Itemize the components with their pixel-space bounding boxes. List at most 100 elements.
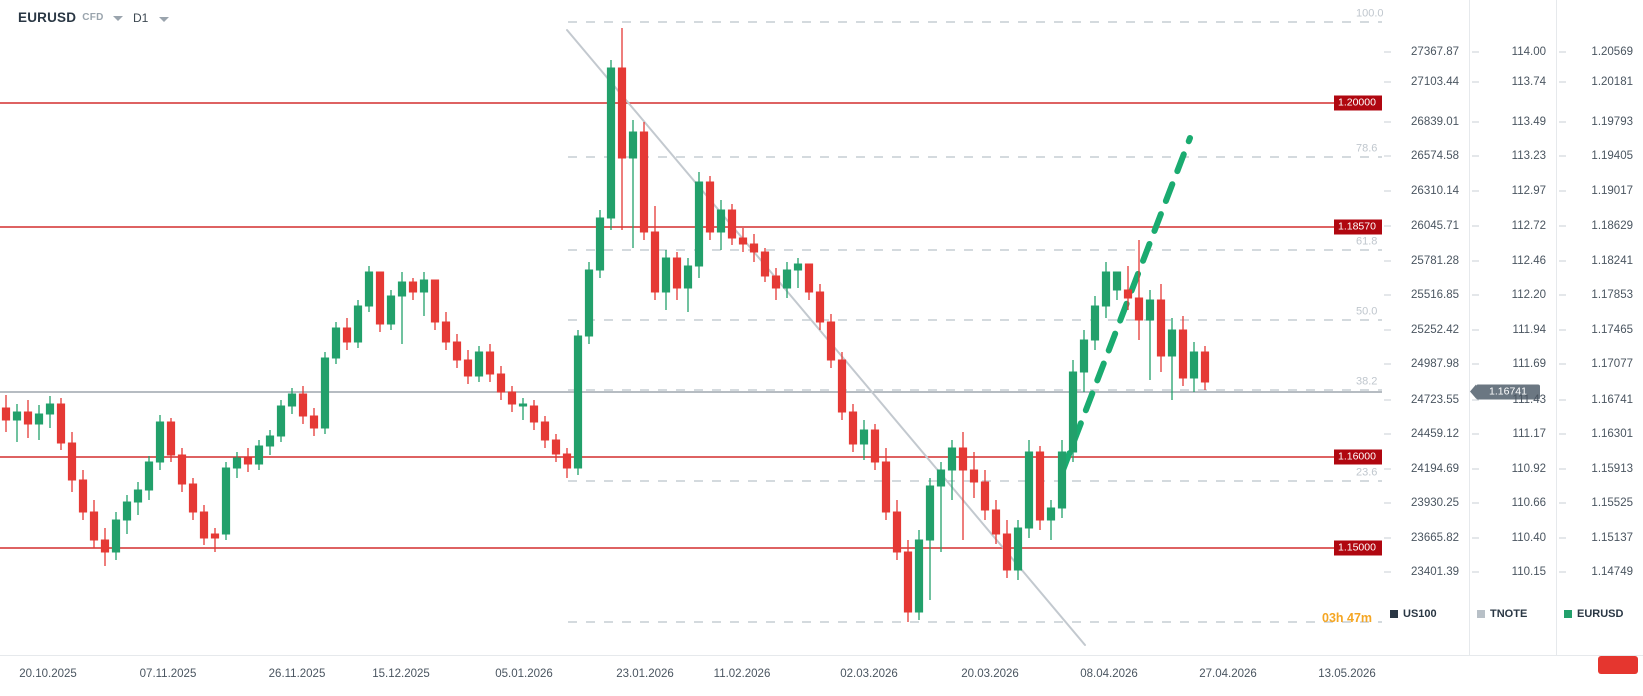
candlestick [441, 312, 451, 350]
price-tick-label: 1.15913 [1591, 463, 1633, 475]
candlestick [661, 250, 671, 310]
candlestick [507, 386, 517, 412]
price-tick-label: 24194.69 [1411, 463, 1459, 475]
price-tick-mark [1384, 81, 1391, 83]
price-alert-label[interactable]: 1.16000 [1334, 449, 1382, 465]
price-scale-us100[interactable]: 27367.87 27103.44 26839.01 26574.58 26310.14… [1382, 0, 1469, 655]
price-tick-mark [1559, 502, 1566, 504]
price-tick-mark [1472, 294, 1479, 296]
price-tick-mark [1384, 433, 1391, 435]
price-tick-label: 112.20 [1511, 289, 1546, 301]
legend-item-us100[interactable]: US100 [1390, 608, 1437, 620]
fib-level-label: 61.8 [1356, 235, 1378, 248]
candlestick [870, 424, 880, 470]
time-axis[interactable]: 20.10.2025 07.11.2025 26.11.2025 15.12.2025… [0, 655, 1643, 696]
price-tick-label: 110.15 [1511, 566, 1546, 578]
candlestick [452, 334, 462, 368]
price-scale-eurusd[interactable]: 1.20569 1.20181 1.19793 1.19405 1.19017 1.186… [1556, 0, 1643, 655]
candlestick [914, 530, 924, 620]
price-tick-mark [1472, 225, 1479, 227]
price-alert-label[interactable]: 1.20000 [1334, 95, 1382, 111]
price-alert-label[interactable]: 1.18570 [1334, 219, 1382, 235]
price-tick-label: 110.66 [1511, 497, 1546, 509]
price-tick-mark [1559, 329, 1566, 331]
candlestick [936, 462, 946, 552]
candlestick [1167, 318, 1177, 400]
price-tick-mark [1472, 502, 1479, 504]
price-tick-label: 24987.98 [1411, 358, 1459, 370]
chevron-down-icon[interactable] [159, 16, 170, 22]
price-tick-mark [1559, 225, 1566, 227]
chart-plot-area[interactable] [0, 0, 1382, 655]
price-tick-label: 24459.12 [1411, 428, 1459, 440]
candlestick [122, 495, 132, 534]
legend-color-swatch [1477, 610, 1485, 618]
price-tick-label: 1.15525 [1591, 497, 1633, 509]
price-tick-label: 110.40 [1511, 532, 1546, 544]
candlestick [342, 318, 352, 350]
price-tick-mark [1384, 155, 1391, 157]
candlestick [166, 418, 176, 462]
candlestick [1112, 271, 1122, 300]
price-tick-label: 1.15137 [1591, 532, 1633, 544]
candlestick [815, 284, 825, 330]
timeframe-selector[interactable]: D1 [133, 11, 170, 25]
price-tick-mark [1472, 433, 1479, 435]
candlestick [727, 204, 737, 245]
candlestick [1178, 316, 1188, 386]
candlestick [177, 448, 187, 492]
legend-item-eurusd[interactable]: EURUSD [1564, 608, 1623, 620]
candlestick [672, 252, 682, 300]
price-tick-label: 1.19405 [1591, 150, 1633, 162]
last-price-label: 1.16741 [1470, 384, 1540, 400]
legend-item-tnote[interactable]: TNOTE [1477, 608, 1527, 620]
price-tick-label: 26310.14 [1411, 185, 1459, 197]
time-axis-label: 07.11.2025 [139, 668, 197, 680]
price-tick-mark [1559, 155, 1566, 157]
candlestick [782, 262, 792, 298]
price-tick-label: 26045.71 [1411, 220, 1459, 232]
symbol-selector[interactable]: EURUSD CFD [18, 10, 123, 25]
candlestick [947, 440, 957, 500]
candlestick [12, 404, 22, 442]
legend-label: EURUSD [1577, 608, 1624, 620]
candlestick [254, 440, 264, 470]
candlestick [23, 400, 33, 438]
candlestick [529, 400, 539, 430]
sell-button[interactable] [1598, 656, 1638, 674]
candlestick [738, 228, 748, 252]
candlestick [496, 366, 506, 400]
candlestick [144, 456, 154, 500]
chevron-down-icon[interactable] [112, 16, 123, 21]
time-axis-label: 05.01.2026 [495, 668, 553, 680]
candlestick [694, 172, 704, 278]
candlestick [848, 404, 858, 452]
trendline-downtrend[interactable] [566, 29, 1086, 646]
trendline-uptrend[interactable] [1060, 135, 1193, 473]
price-tick-label: 26574.58 [1411, 150, 1459, 162]
price-tick-label: 1.20569 [1591, 46, 1633, 58]
chart-toolbar: EURUSD CFD D1 [0, 0, 1643, 30]
price-tick-label: 1.17077 [1591, 358, 1633, 370]
time-axis-label: 23.01.2026 [616, 668, 674, 680]
price-tick-label: 1.17853 [1591, 289, 1633, 301]
candlestick [375, 271, 385, 332]
price-tick-label: 27367.87 [1411, 46, 1459, 58]
price-tick-label: 26839.01 [1411, 116, 1459, 128]
price-alert-label[interactable]: 1.15000 [1334, 540, 1382, 556]
candlestick [353, 300, 363, 348]
candlestick [562, 448, 572, 478]
fib-level-label: 50.0 [1356, 305, 1378, 318]
price-tick-label: 24723.55 [1411, 394, 1459, 406]
price-scales: 27367.87 27103.44 26839.01 26574.58 26310.14… [1382, 0, 1643, 655]
price-tick-mark [1559, 571, 1566, 573]
candlestick [859, 420, 869, 460]
price-scale-tnote[interactable]: 114.00 113.74 113.49 113.23 112.97 112.72 112.… [1469, 0, 1556, 655]
price-tick-mark [1472, 571, 1479, 573]
candlestick [474, 346, 484, 382]
price-tick-label: 25252.42 [1411, 324, 1459, 336]
price-tick-mark [1472, 155, 1479, 157]
price-tick-label: 23665.82 [1411, 532, 1459, 544]
candlestick [705, 176, 715, 240]
